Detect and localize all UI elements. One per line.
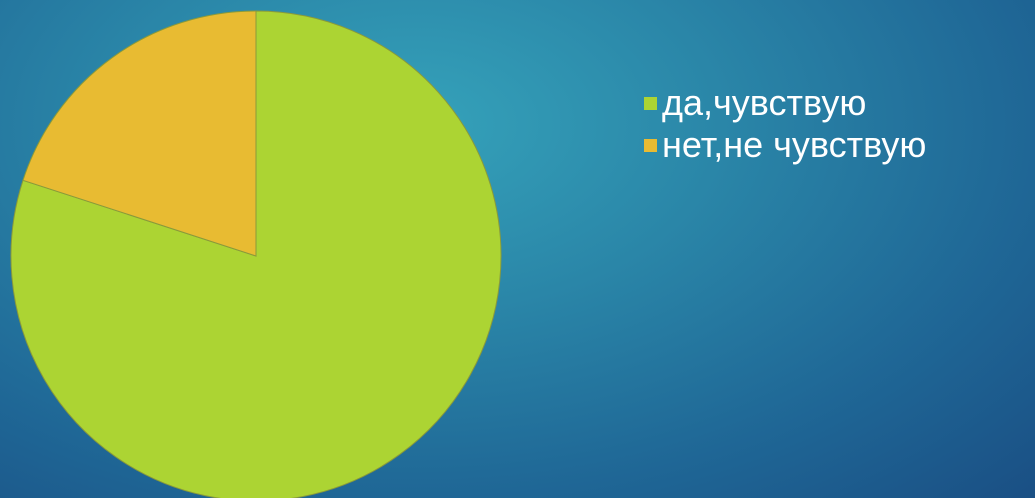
pie-slice-1 — [22, 10, 257, 257]
legend-label-0: да,чувствую — [662, 82, 867, 123]
legend-item-1: нет,не чувствую — [644, 124, 926, 166]
legend-swatch-1 — [644, 138, 657, 152]
chart-legend: да,чувствую нет,не чувствую — [644, 82, 926, 166]
legend-label-1: нет,не чувствую — [662, 124, 927, 165]
pie-slice-0 — [10, 10, 502, 498]
legend-swatch-0 — [644, 96, 657, 110]
legend-item-0: да,чувствую — [644, 82, 926, 124]
pie-slices — [10, 10, 502, 498]
